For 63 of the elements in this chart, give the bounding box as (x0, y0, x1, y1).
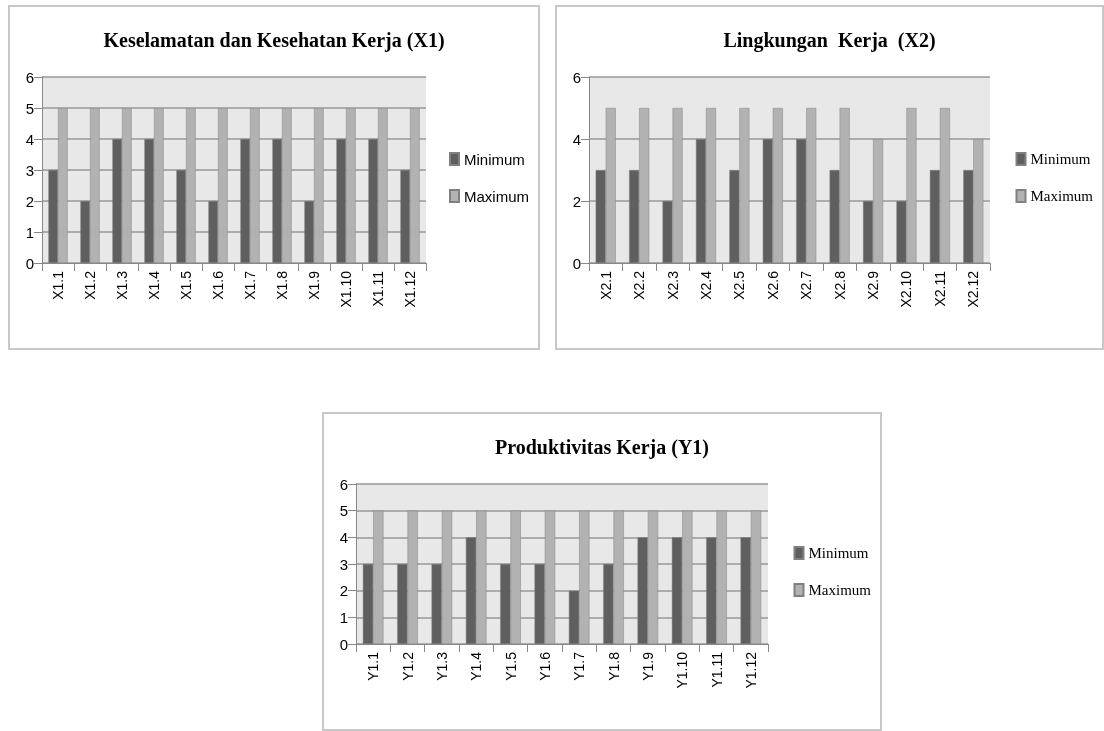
y-tick-label: 0 (572, 254, 581, 272)
x-tick-label: X1.5 (178, 270, 194, 300)
x-tick-label: X2.1 (597, 270, 614, 300)
x-tick-label: X1.6 (210, 270, 226, 300)
x-tick-label: X1.3 (114, 270, 130, 300)
x-tick-label: X1.7 (242, 270, 258, 300)
legend-label: Minimum (1030, 151, 1091, 167)
y-tick-label: 0 (339, 635, 348, 653)
x-tick-label: X2.11 (931, 270, 948, 307)
chart-title: Lingkungan Kerja (X2) (723, 29, 936, 52)
x-tick-label: Y1.11 (708, 651, 725, 688)
y-tick-label: 1 (25, 223, 34, 241)
x-tick-label: X1.1 (50, 270, 66, 300)
legend-label: Minimum (464, 150, 525, 168)
x-tick-label: X1.12 (402, 270, 418, 308)
x-tick-label: Y1.1 (365, 651, 382, 681)
x-tick-label: X2.7 (798, 270, 815, 300)
legend-label: Maximum (1030, 188, 1094, 204)
x-tick-label: X1.4 (146, 270, 162, 300)
x-tick-label: X2.9 (865, 270, 882, 300)
y-tick-label: 4 (339, 528, 348, 546)
x-tick-label: X1.8 (274, 270, 290, 300)
x-tick-label: X2.5 (731, 270, 748, 300)
legend-label: Maximum (808, 582, 872, 598)
x-tick-label: X1.2 (82, 270, 98, 300)
x-tick-label: Y1.5 (502, 651, 519, 681)
y-tick-label: 2 (339, 582, 348, 600)
x-tick-label: Y1.3 (433, 651, 450, 681)
x-tick-label: X2.4 (697, 270, 714, 300)
y-tick-label: 6 (339, 475, 348, 493)
x-tick-label: Y1.10 (674, 651, 691, 689)
y-tick-label: 4 (572, 130, 581, 148)
x-tick-label: X2.12 (965, 270, 982, 308)
x-tick-label: X2.3 (664, 270, 681, 300)
x-tick-label: X1.9 (306, 270, 322, 300)
y-tick-label: 5 (25, 99, 34, 117)
chart-title: Keselamatan dan Kesehatan Kerja (X1) (103, 29, 445, 52)
x-tick-label: Y1.6 (536, 651, 553, 681)
x-tick-label: X2.8 (831, 270, 848, 300)
x-tick-label: X1.10 (338, 270, 354, 308)
y-tick-label: 2 (25, 192, 34, 210)
y-tick-label: 4 (25, 130, 34, 148)
x-tick-label: Y1.2 (399, 651, 416, 681)
y-tick-label: 6 (25, 68, 34, 86)
y-tick-label: 0 (25, 254, 34, 272)
y-tick-label: 1 (339, 608, 348, 626)
x-tick-label: Y1.12 (742, 651, 759, 689)
x-tick-label: Y1.4 (468, 651, 485, 681)
legend-label: Maximum (464, 187, 530, 205)
y-tick-label: 3 (25, 161, 34, 179)
x-tick-label: X2.6 (764, 270, 781, 300)
x-tick-label: X2.2 (631, 270, 648, 300)
y-tick-label: 3 (339, 555, 348, 573)
legend-label: Minimum (808, 545, 869, 561)
y-tick-label: 6 (572, 68, 581, 86)
x-tick-label: Y1.9 (639, 651, 656, 681)
y-tick-label: 2 (572, 192, 581, 210)
x-tick-label: Y1.8 (605, 651, 622, 681)
x-tick-label: Y1.7 (571, 651, 588, 681)
x-tick-label: X1.11 (370, 270, 386, 307)
x-tick-label: X2.10 (898, 270, 915, 308)
y-tick-label: 5 (339, 502, 348, 520)
chart-title: Produktivitas Kerja (Y1) (494, 436, 710, 459)
